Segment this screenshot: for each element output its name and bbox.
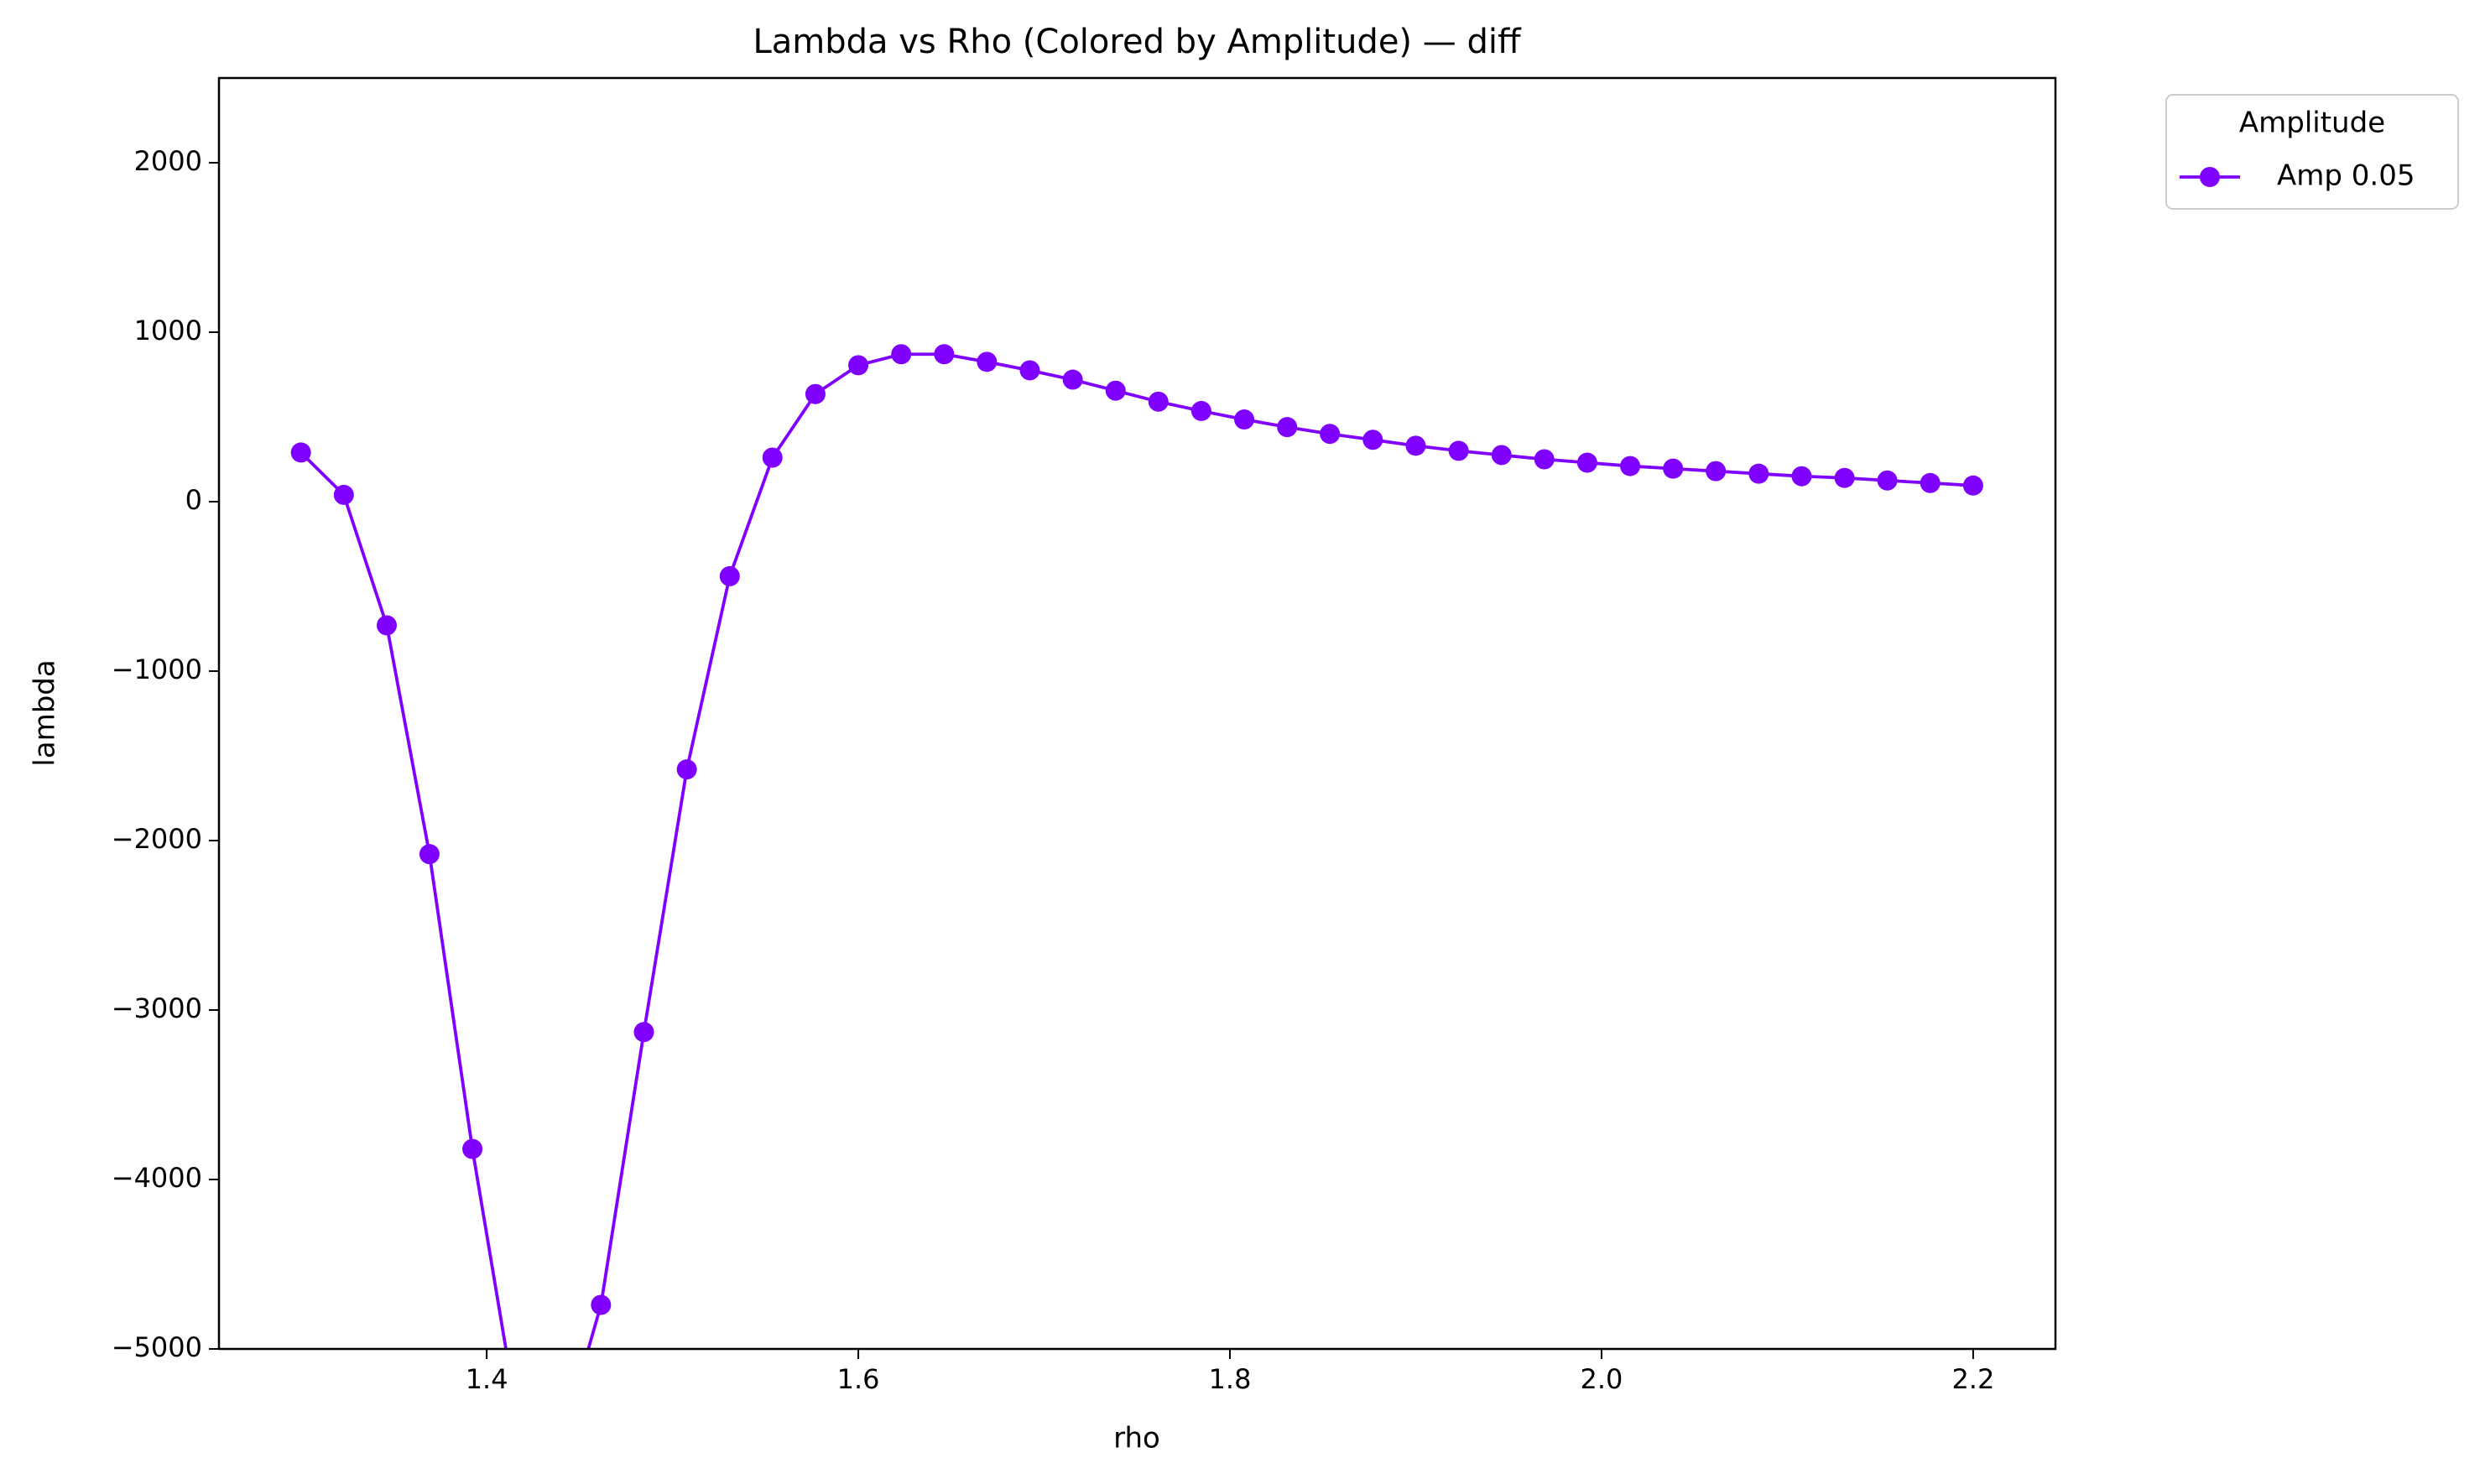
x-tick-label: 1.8 [1209,1363,1252,1395]
data-point [1277,417,1298,438]
data-point [290,442,311,463]
x-tick-label: 1.4 [466,1363,508,1395]
data-point [1663,458,1684,479]
axes-frame [217,76,2057,1351]
x-tick-label: 1.6 [837,1363,880,1395]
data-point [1448,440,1469,461]
data-point [1491,445,1512,466]
x-tick-label: 2.0 [1581,1363,1623,1395]
data-point [1019,360,1040,381]
data-point [333,484,354,505]
data-point [1791,466,1812,487]
legend-box [2165,94,2459,210]
data-point [591,1294,612,1315]
series-line [300,352,1974,1349]
y-tick-label: −2000 [112,823,202,855]
plot-area [290,344,1983,1349]
data-point [1706,461,1727,482]
data-point [1320,424,1341,445]
data-point [977,351,998,372]
data-point [1062,369,1083,390]
data-point [891,344,912,365]
data-point [1834,467,1855,488]
data-point [805,383,826,404]
data-point [1148,391,1169,412]
data-point [1620,456,1641,476]
y-tick-label: −3000 [112,992,202,1024]
data-point [676,759,697,780]
data-point [1405,435,1426,456]
data-point [1877,470,1898,491]
data-point [462,1138,483,1159]
data-point [376,615,397,636]
y-axis-label: lambda [29,659,62,766]
y-tick-label: 2000 [134,145,202,177]
y-tick-label: −5000 [112,1331,202,1363]
data-point [419,844,440,865]
chart-title: Lambda vs Rho (Colored by Amplitude) — d… [753,23,1522,61]
data-point [633,1022,654,1043]
data-point [1962,475,1983,496]
data-point [719,565,740,586]
data-point [1190,400,1211,421]
data-point [848,355,869,376]
data-point [762,447,783,468]
data-point [1920,472,1941,493]
data-point [1105,380,1126,401]
data-point [1748,463,1769,484]
data-point [1234,409,1255,430]
legend-title: Amplitude [2239,107,2385,140]
x-axis-label: rho [1113,1422,1160,1455]
data-point [1576,452,1597,473]
data-point [1362,430,1383,450]
y-tick-label: 0 [185,484,202,516]
y-tick-label: −4000 [112,1162,202,1194]
y-tick-label: 1000 [134,315,202,346]
data-point [1534,449,1555,470]
data-point [934,344,955,365]
legend-swatch-marker [2200,167,2220,187]
x-tick-label: 2.2 [1951,1363,1994,1395]
y-tick-label: −1000 [112,653,202,685]
legend-label: Amp 0.05 [2277,159,2415,193]
